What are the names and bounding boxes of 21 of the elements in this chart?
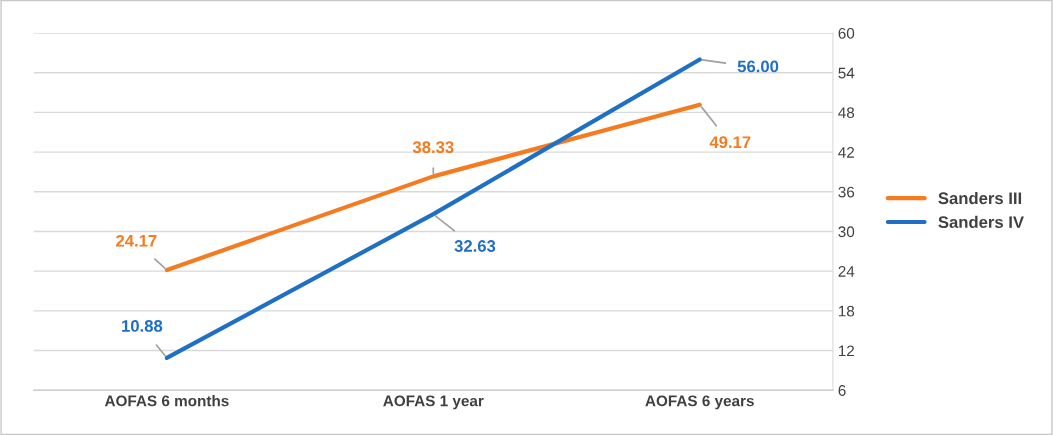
data-label: 56.00 <box>737 60 779 73</box>
data-label: 49.17 <box>709 136 751 149</box>
y-tick-label: 42 <box>838 146 855 158</box>
legend-label: Sanders IV <box>938 215 1024 229</box>
y-tick-label: 6 <box>838 385 846 396</box>
y-tick-label: 30 <box>838 226 855 238</box>
x-tick-label: AOFAS 1 year <box>383 395 484 410</box>
x-tick-label: AOFAS 6 months <box>104 395 229 407</box>
x-tick-label: AOFAS 6 years <box>645 395 754 410</box>
y-tick-label: 60 <box>838 27 855 39</box>
y-tick-label: 36 <box>838 186 855 198</box>
data-label: 24.17 <box>116 234 157 247</box>
y-tick-label: 54 <box>838 67 855 79</box>
y-tick-label: 24 <box>838 266 855 277</box>
y-tick-label: 48 <box>838 107 855 119</box>
y-tick-label: 12 <box>838 345 855 357</box>
y-tick-label: 18 <box>838 305 855 317</box>
data-label: 38.33 <box>412 141 454 154</box>
legend-label: Sanders III <box>938 191 1022 205</box>
data-label: 32.63 <box>454 240 496 252</box>
data-label: 10.88 <box>122 320 163 332</box>
